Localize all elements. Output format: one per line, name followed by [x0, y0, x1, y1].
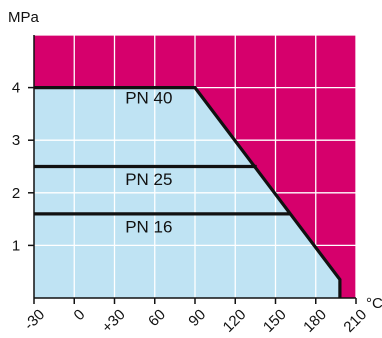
y-tick-label: 4 — [12, 80, 20, 97]
y-tick-label: 2 — [12, 185, 20, 202]
x-tick-label: 120 — [220, 306, 250, 336]
x-tick-label: +30 — [99, 306, 129, 336]
series-label-pn-16: PN 16 — [125, 217, 172, 236]
y-axis-label: MPa — [8, 9, 40, 26]
series-label-pn-25: PN 25 — [125, 170, 172, 189]
x-tick-label: 90 — [185, 306, 209, 330]
x-tick-label: -30 — [21, 306, 48, 333]
x-tick-label: 60 — [145, 306, 169, 330]
axes — [28, 35, 357, 304]
series-line-pn-40 — [34, 85, 342, 298]
y-tick-label: 3 — [12, 132, 20, 149]
x-tick-label: 180 — [300, 306, 330, 336]
series-lines — [34, 85, 342, 298]
x-tick-label: 150 — [260, 306, 290, 336]
y-tick-label: 1 — [12, 237, 20, 254]
series-label-pn-40: PN 40 — [125, 88, 172, 107]
x-tick-label: 0 — [71, 306, 89, 324]
grid-lines — [34, 34, 357, 298]
x-axis-unit-label: °C — [366, 295, 382, 312]
